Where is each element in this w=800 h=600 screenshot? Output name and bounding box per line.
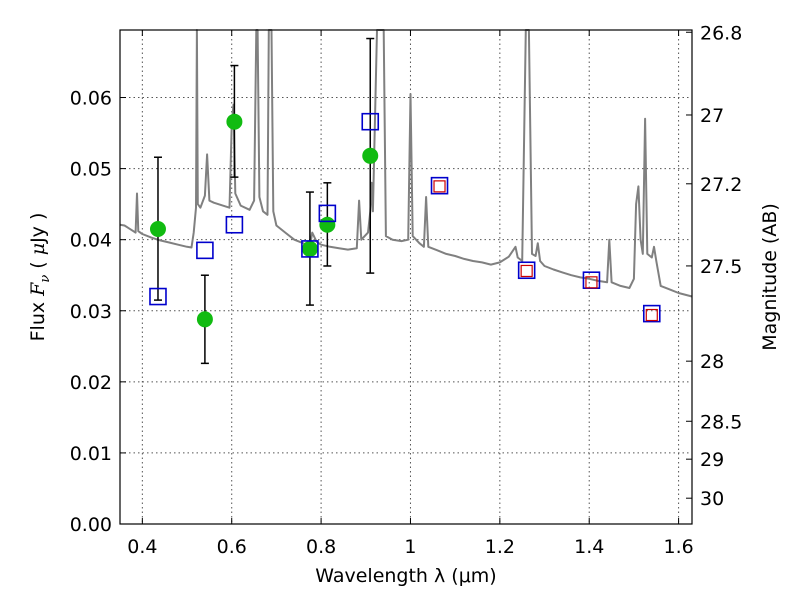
y-tick-label-2: 0.02 (70, 372, 112, 394)
y-title-subscript: ν (38, 275, 53, 283)
y-tick-label-0: 0.00 (70, 514, 112, 536)
grid-lines (120, 30, 692, 524)
model-point-4 (318, 204, 337, 223)
model-point-2 (225, 215, 244, 234)
y-title-prefix: Flux (27, 296, 49, 342)
y-tick-label-4: 0.04 (70, 230, 112, 252)
right-tick-label-3: 27.5 (700, 256, 742, 278)
right-tick-label-4: 28 (700, 351, 724, 373)
right-tick-label-1: 27 (700, 105, 724, 127)
x-tick-label-5: 1.4 (574, 536, 604, 558)
spectrum-line (119, 29, 693, 298)
model-point-0 (149, 287, 167, 306)
spectrum-layer (119, 29, 693, 298)
x-tick-label-3: 1 (404, 536, 416, 558)
x-tick-label-4: 1.2 (485, 536, 515, 558)
predicted-point-0 (433, 180, 446, 193)
x-tick-label-6: 1.6 (663, 536, 693, 558)
y-title-unit: Jy ) (27, 213, 49, 244)
errorbar-layer (153, 37, 375, 365)
x-axis-ticks: 0.4 0.6 0.8 1 1.2 1.4 1.6 (127, 30, 694, 558)
observed-point-2 (226, 113, 243, 130)
y-tick-label-3: 0.03 (70, 301, 112, 323)
model-point-6 (430, 176, 449, 195)
y-axis-title: Flux Fν ( μJy ) (27, 213, 53, 342)
right-axis-title: Magnitude (AB) (759, 203, 781, 351)
y-title-mu: μ (27, 243, 49, 261)
observed-point-1 (196, 311, 213, 328)
x-tick-label-2: 0.8 (306, 536, 336, 558)
right-tick-label-7: 30 (700, 488, 724, 510)
y-tick-label-6: 0.06 (70, 88, 112, 110)
right-tick-label-5: 28.5 (700, 411, 742, 433)
model-point-7 (517, 261, 536, 280)
predicted-point-1 (520, 264, 533, 278)
model-point-3 (301, 240, 319, 258)
x-tick-label-0: 0.4 (127, 536, 157, 558)
right-tick-label-6: 29 (700, 449, 724, 471)
y-title-open: ( (27, 261, 49, 274)
predicted-point-3 (645, 308, 658, 322)
model-point-9 (642, 304, 661, 323)
predicted-point-2 (585, 276, 598, 289)
y-axis-ticks: 0.00 0.01 0.02 0.03 0.04 0.05 0.06 (70, 88, 126, 536)
y-tick-label-5: 0.05 (70, 159, 112, 181)
plot-frame (119, 29, 693, 525)
observed-point-0 (149, 221, 166, 238)
observed-point-4 (319, 216, 336, 233)
observed-point-3 (301, 240, 318, 257)
model-point-1 (196, 241, 214, 260)
model-point-5 (361, 112, 380, 131)
y-tick-label-1: 0.01 (70, 443, 112, 465)
observed-point-5 (362, 147, 379, 164)
x-axis-title: Wavelength λ (μm) (315, 565, 496, 587)
right-axis-ticks: 26.8 27 27.2 27.5 28 28.5 29 30 (686, 22, 742, 510)
right-tick-label-2: 27.2 (700, 174, 742, 196)
right-tick-label-0: 26.8 (700, 22, 742, 44)
y-title-symbol: F (27, 282, 49, 297)
marker-layer (149, 112, 661, 328)
x-tick-label-1: 0.6 (217, 536, 247, 558)
